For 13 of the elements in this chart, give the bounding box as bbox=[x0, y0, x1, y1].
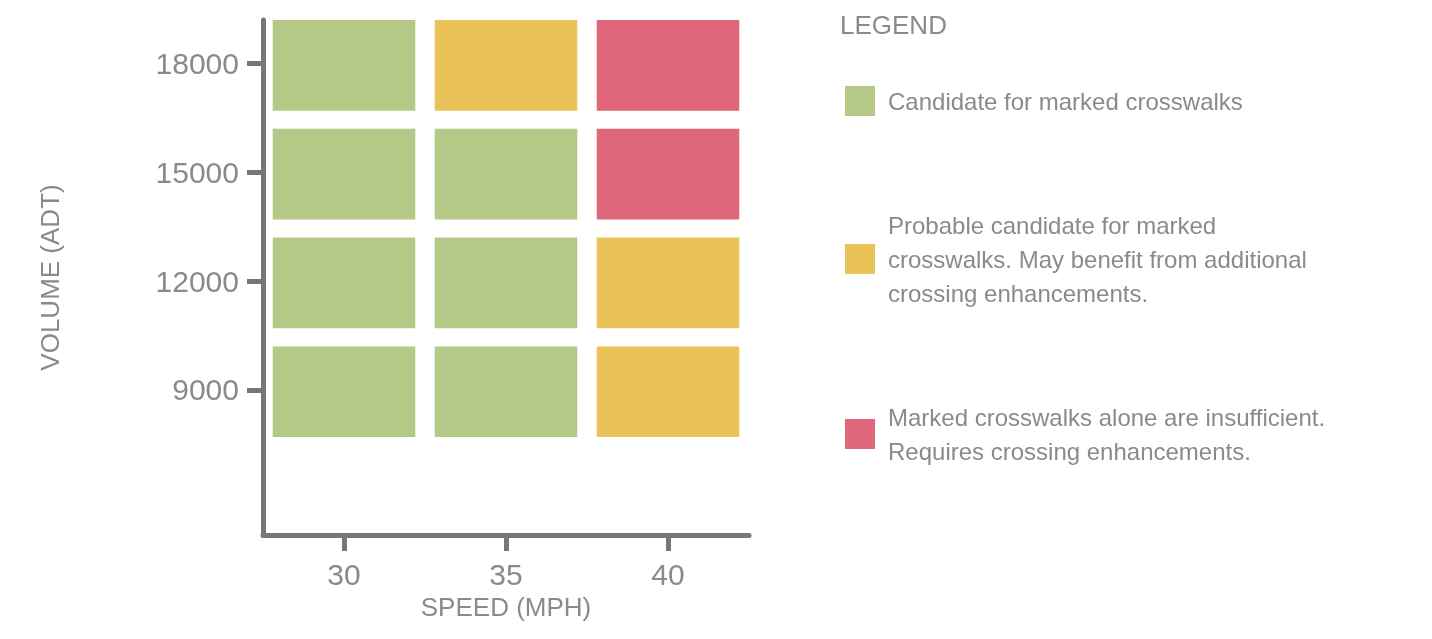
y-tick-label: 15000 bbox=[155, 155, 239, 189]
x-axis-title: SPEED (MPH) bbox=[420, 591, 592, 622]
legend-label: Probable candidate for marked crosswalks. May benefit from additional crossing enhancements. bbox=[888, 211, 1314, 307]
x-tick-label: 40 bbox=[651, 557, 685, 591]
y-tick-label: 18000 bbox=[155, 47, 239, 81]
legend-label: Marked crosswalks alone are insufficient. Requires crossing enhancements. bbox=[888, 403, 1332, 465]
y-tick-label: 9000 bbox=[172, 373, 239, 407]
y-tick-label: 12000 bbox=[155, 264, 239, 298]
x-tick-label: 30 bbox=[327, 557, 361, 591]
y-axis-title: VOLUME (ADT) bbox=[35, 184, 65, 371]
legend-title: LEGEND bbox=[840, 10, 947, 40]
x-tick-label: 35 bbox=[489, 557, 523, 591]
legend-label: Candidate for marked crosswalks bbox=[888, 87, 1243, 115]
